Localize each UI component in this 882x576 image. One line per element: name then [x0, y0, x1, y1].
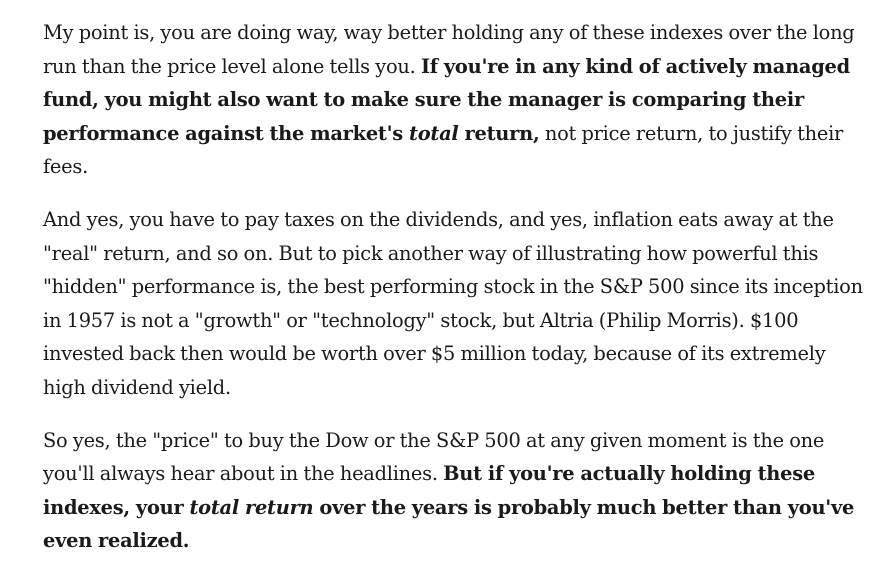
article-body: My point is, you are doing way, way bett… — [43, 16, 873, 558]
emphasis-text: If you're in any kind of actively manage… — [43, 54, 850, 145]
paragraph-altria-example: And yes, you have to pay taxes on the di… — [43, 203, 873, 405]
paragraph-total-return: My point is, you are doing way, way bett… — [43, 16, 873, 184]
text-segment: And yes, you have to pay taxes on the di… — [43, 207, 863, 399]
emphasis-italic-wrapper: total — [409, 122, 459, 145]
emphasis-italic-text: total — [408, 121, 459, 145]
emphasis-text: But if you're actually holding these ind… — [43, 462, 815, 519]
text-segment: My point is, you are doing way, way bett… — [43, 21, 855, 78]
emphasis-text: over the years is probably much better t… — [43, 495, 855, 553]
text-segment: not price return, to justify their fees. — [43, 121, 844, 179]
text-segment: So yes, the "price" to buy the Dow or th… — [43, 428, 825, 486]
emphasis-text: return, — [458, 121, 540, 145]
emphasis-italic-wrapper: total return — [189, 496, 313, 519]
paragraph-conclusion: So yes, the "price" to buy the Dow or th… — [43, 424, 873, 558]
emphasis-italic-text: total return — [189, 495, 314, 519]
